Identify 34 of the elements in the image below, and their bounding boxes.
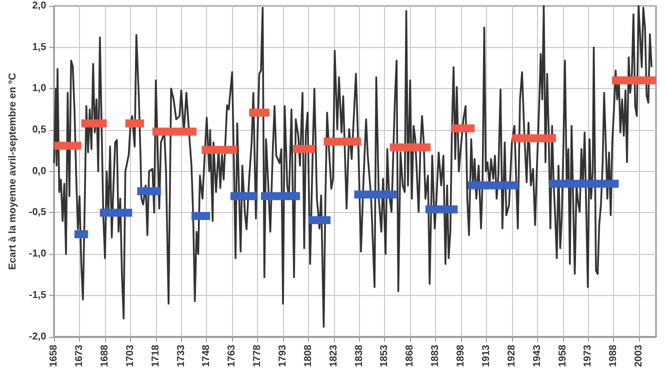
- x-tick-label: 1658: [48, 344, 60, 368]
- y-tick-label: 2,0: [32, 0, 47, 12]
- x-tick-label: 1838: [354, 344, 365, 368]
- x-tick-label: 1988: [608, 344, 620, 368]
- x-tick-label: 1958: [557, 344, 568, 368]
- y-tick-label: 1,5: [32, 42, 47, 53]
- y-tick-label: 0,0: [32, 166, 47, 177]
- x-tick-label: 1688: [99, 344, 110, 368]
- y-tick-label: -2,0: [28, 331, 47, 342]
- x-tick-label: 1883: [430, 344, 442, 368]
- y-tick-label: -1,0: [28, 248, 47, 260]
- x-tick-label: 1748: [201, 344, 212, 368]
- x-tick-label: 1778: [252, 344, 264, 368]
- x-tick-label: 1853: [379, 344, 390, 368]
- x-tick-label: 1703: [124, 344, 136, 368]
- x-tick-label: 1943: [532, 344, 543, 368]
- x-tick-label: 1868: [404, 344, 416, 368]
- x-tick-label: 2003: [634, 344, 645, 368]
- y-axis-title: Ecart à la moyenne avril-septembre en °C: [8, 72, 18, 270]
- x-tick-label: 1913: [480, 344, 492, 368]
- x-tick-label: 1718: [150, 344, 162, 368]
- x-tick-label: 1733: [176, 344, 187, 368]
- x-tick-label: 1928: [506, 344, 518, 368]
- x-tick-label: 1793: [278, 344, 289, 368]
- y-tick-label: 1,0: [32, 83, 47, 94]
- x-tick-label: 1973: [582, 344, 594, 368]
- y-tick-label: -0,5: [28, 207, 47, 218]
- y-tick-label: 0,5: [32, 124, 47, 136]
- x-tick-label: 1823: [328, 344, 340, 368]
- x-tick-label: 1673: [74, 344, 86, 368]
- y-tick-label: -1,5: [28, 290, 47, 301]
- x-tick-label: 1898: [456, 344, 467, 368]
- x-tick-label: 1763: [226, 344, 238, 368]
- x-tick-label: 1808: [302, 344, 314, 368]
